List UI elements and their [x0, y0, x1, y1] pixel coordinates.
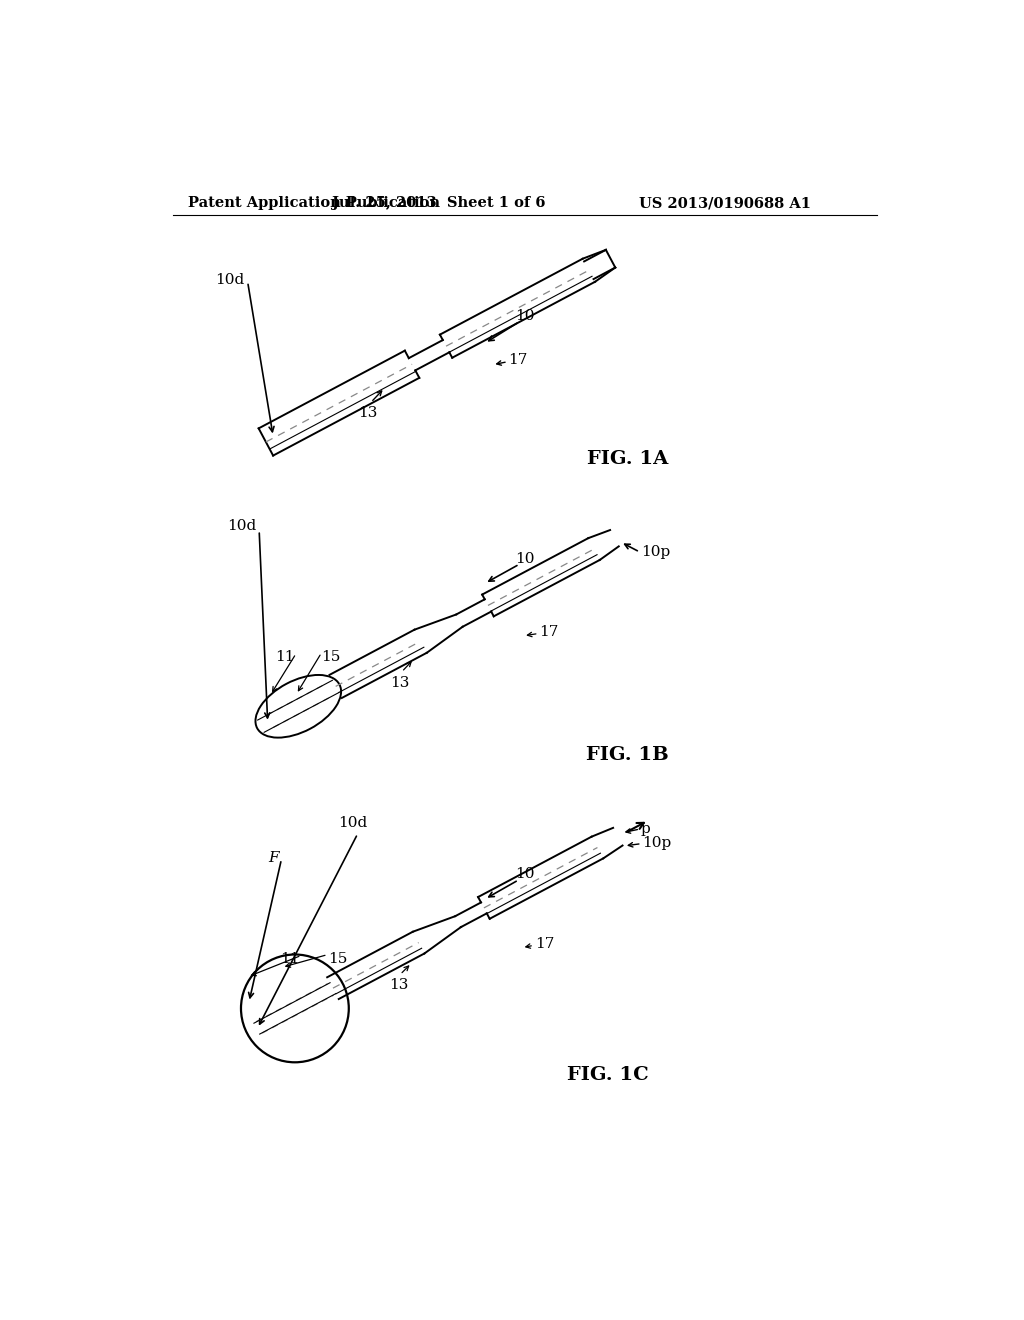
- Text: 13: 13: [389, 978, 409, 993]
- Text: 17: 17: [539, 624, 558, 639]
- Text: 11: 11: [281, 952, 300, 966]
- Text: 10: 10: [515, 552, 536, 566]
- Text: 10p: 10p: [642, 836, 672, 850]
- Text: 10d: 10d: [227, 520, 256, 533]
- Text: p: p: [641, 822, 650, 836]
- Text: 13: 13: [358, 407, 378, 420]
- Text: 10: 10: [515, 309, 536, 323]
- Text: 15: 15: [328, 952, 347, 966]
- Text: F: F: [268, 850, 280, 865]
- Text: 10: 10: [515, 867, 536, 882]
- Text: 10d: 10d: [215, 273, 245, 286]
- Text: FIG. 1C: FIG. 1C: [567, 1065, 649, 1084]
- Text: 17: 17: [535, 937, 554, 950]
- Text: 11: 11: [275, 651, 295, 664]
- Text: 10p: 10p: [641, 545, 671, 560]
- Text: FIG. 1A: FIG. 1A: [587, 450, 668, 467]
- Text: US 2013/0190688 A1: US 2013/0190688 A1: [639, 197, 811, 210]
- Text: 13: 13: [390, 676, 410, 690]
- Text: Patent Application Publication: Patent Application Publication: [188, 197, 440, 210]
- Text: FIG. 1B: FIG. 1B: [586, 746, 669, 764]
- Text: 15: 15: [322, 651, 341, 664]
- Text: 10d: 10d: [338, 816, 367, 830]
- Text: Jul. 25, 2013  Sheet 1 of 6: Jul. 25, 2013 Sheet 1 of 6: [332, 197, 546, 210]
- Text: 17: 17: [508, 354, 527, 367]
